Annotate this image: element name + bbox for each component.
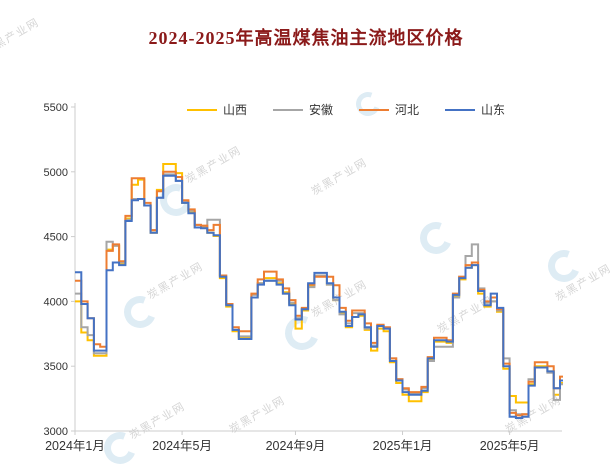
chart-legend: 山西 安徽 河北 山东	[187, 101, 505, 118]
legend-line-marker	[273, 108, 304, 111]
series-line-山东	[75, 174, 563, 419]
series-line-山西	[75, 163, 563, 404]
legend-item-label: 安徽	[309, 103, 334, 117]
x-axis-tick-label: 2024年5月	[152, 439, 212, 453]
y-axis-tick-label: 4500	[44, 232, 68, 244]
legend-item-label: 山东	[481, 103, 506, 117]
y-axis-tick-label: 5500	[44, 102, 68, 114]
legend-line-marker	[359, 108, 390, 111]
y-axis-tick-label: 3500	[44, 361, 68, 373]
chart-title: 2024-2025年高温煤焦油主流地区价格	[148, 28, 464, 48]
y-axis-tick-label: 4000	[44, 296, 68, 308]
y-axis-tick-label: 5000	[44, 167, 68, 179]
y-axis-tick-label: 3000	[44, 426, 68, 438]
legend-item-label: 山西	[223, 103, 248, 117]
legend-item-hebei[interactable]: 河北	[359, 101, 419, 118]
x-axis-tick-label: 2024年9月	[266, 439, 326, 453]
x-axis-tick-label: 2024年1月	[45, 439, 105, 453]
x-axis-tick-label: 2025年5月	[480, 439, 540, 453]
legend-item-shanxi[interactable]: 山西	[187, 101, 247, 118]
legend-line-marker	[187, 108, 217, 111]
legend-item-label: 河北	[395, 103, 420, 117]
legend-item-anhui[interactable]: 安徽	[273, 101, 333, 118]
legend-item-shandong[interactable]: 山东	[445, 101, 505, 118]
legend-line-marker	[445, 108, 476, 111]
x-axis-tick-label: 2025年1月	[373, 439, 433, 453]
